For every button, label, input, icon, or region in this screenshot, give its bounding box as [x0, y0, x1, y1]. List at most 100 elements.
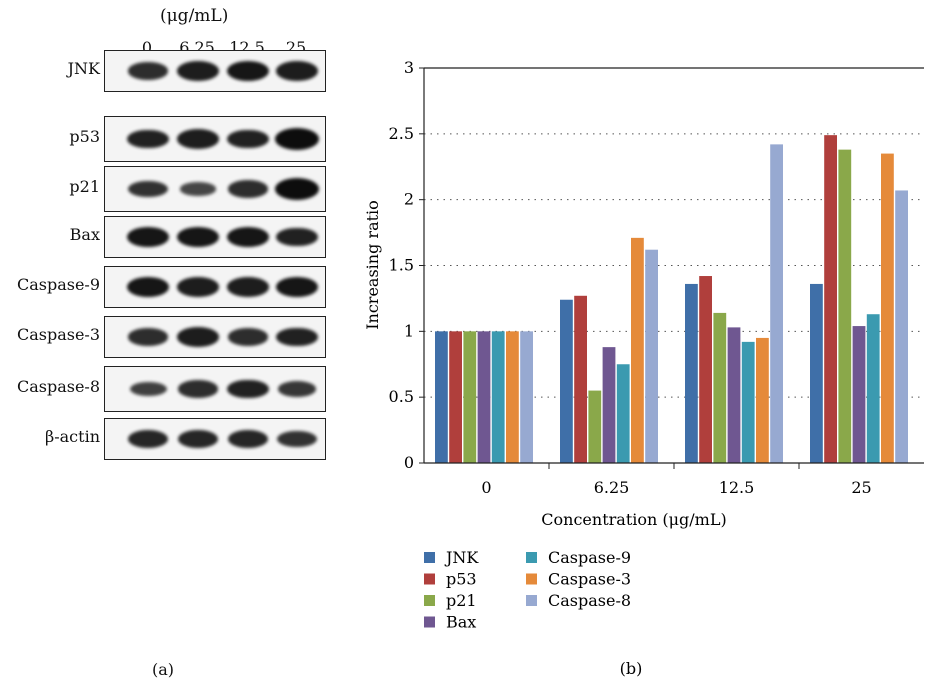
blot-band — [276, 327, 318, 347]
bar — [713, 312, 727, 463]
legend-swatch — [424, 573, 435, 585]
blot-band — [228, 180, 268, 198]
legend: JNK p53 p21 Bax Caspase-9 Caspase-3 Caspase-8 — [424, 548, 631, 632]
legend-swatch — [424, 616, 435, 628]
blot-band — [275, 128, 319, 150]
blot-band — [276, 227, 318, 247]
blot-band — [227, 379, 269, 399]
blot-strip — [104, 266, 326, 308]
legend-swatch — [526, 552, 537, 563]
blot-band — [179, 182, 217, 196]
bar — [560, 299, 573, 463]
bar — [756, 337, 769, 463]
blot-band — [128, 62, 168, 80]
blot-band — [277, 430, 317, 448]
blot-conc-label: 0 — [141, 38, 153, 57]
blot-band — [127, 430, 169, 448]
blot-strip — [104, 116, 326, 162]
blot-band — [177, 61, 219, 81]
blot-band — [228, 328, 268, 346]
bar-chart: 0 0.5 1 1.5 2 2.5 3 0 6.25 12.5 25 Increasing rati… — [363, 58, 924, 678]
legend-swatch — [526, 573, 537, 585]
blot-band — [177, 277, 219, 297]
blot-band — [275, 178, 319, 200]
blot-row-label: Caspase-9 — [16, 275, 100, 294]
blot-band — [226, 226, 270, 248]
panel-a-caption: (a) — [152, 660, 175, 679]
y-axis-label: Increasing ratio — [363, 200, 382, 330]
bar — [699, 276, 712, 463]
legend-label: JNK — [444, 548, 479, 567]
blot-row-label: Caspase-3 — [16, 325, 100, 344]
blot-band — [227, 430, 269, 448]
bar — [770, 144, 783, 463]
y-tick-label: 1 — [404, 321, 414, 340]
blot-band — [128, 328, 168, 346]
y-tick-label: 1.5 — [389, 256, 414, 275]
bar — [838, 149, 852, 463]
bar — [810, 283, 823, 463]
blot-band — [176, 226, 220, 248]
panel-b-caption: (b) — [620, 659, 643, 678]
blot-row-label: Bax — [69, 225, 100, 244]
western-blot-panel: (μg/mL) 0 6.25 12.5 25 JNK p53 p21 Bax Caspa… — [0, 0, 340, 687]
bar — [491, 331, 505, 463]
blot-unit-label: (μg/mL) — [160, 6, 229, 26]
bar — [645, 249, 658, 463]
bar — [520, 331, 533, 463]
x-axis-label: Concentration (μg/mL) — [541, 510, 726, 529]
blot-band — [129, 382, 167, 396]
y-tick-label: 3 — [404, 58, 414, 77]
legend-label: Caspase-8 — [548, 591, 631, 610]
blot-strip — [104, 366, 326, 412]
bar — [852, 326, 866, 463]
x-tick-label: 0 — [481, 478, 491, 497]
y-tick-label: 2 — [404, 190, 414, 209]
bar — [741, 341, 755, 463]
blot-band — [227, 277, 269, 297]
blot-strip — [104, 50, 326, 92]
bar — [616, 364, 630, 463]
blot-band — [178, 380, 218, 398]
blot-band — [177, 327, 219, 347]
bar — [895, 190, 908, 463]
bar — [463, 331, 477, 463]
blot-strip — [104, 166, 326, 212]
x-tick-label: 25 — [851, 478, 871, 497]
legend-swatch — [424, 595, 435, 606]
bar — [881, 153, 894, 464]
x-tick-label: 12.5 — [719, 478, 755, 497]
x-tick-label: 6.25 — [594, 478, 630, 497]
legend-label: Caspase-9 — [548, 548, 631, 567]
bar-series — [435, 135, 908, 464]
bar — [588, 390, 602, 463]
bar — [727, 327, 741, 463]
blot-band — [276, 61, 318, 81]
blot-band — [227, 129, 269, 149]
bar — [866, 314, 880, 463]
y-tick-label: 0 — [404, 453, 414, 472]
bar — [574, 295, 587, 463]
bar — [449, 331, 462, 463]
blot-strip — [104, 316, 326, 358]
blot-band — [128, 180, 168, 198]
blot-row-label: Caspase-8 — [16, 377, 100, 396]
legend-swatch — [526, 595, 537, 606]
blot-row-label: p21 — [69, 177, 100, 196]
legend-label: Caspase-3 — [548, 570, 631, 589]
y-tick-label: 0.5 — [389, 387, 414, 406]
blot-row-label: JNK — [67, 59, 100, 78]
blot-band — [126, 226, 170, 248]
blot-row-label: p53 — [69, 127, 100, 146]
bar — [506, 331, 519, 463]
blot-strip — [104, 418, 326, 460]
legend-label: p21 — [446, 591, 477, 610]
bar — [602, 347, 616, 463]
legend-label: p53 — [446, 570, 477, 589]
blot-band — [127, 129, 169, 149]
legend-label: Bax — [446, 613, 476, 632]
legend-swatch — [424, 552, 435, 563]
blot-strip — [104, 216, 326, 258]
bar — [685, 283, 698, 463]
y-tick-label: 2.5 — [389, 124, 414, 143]
